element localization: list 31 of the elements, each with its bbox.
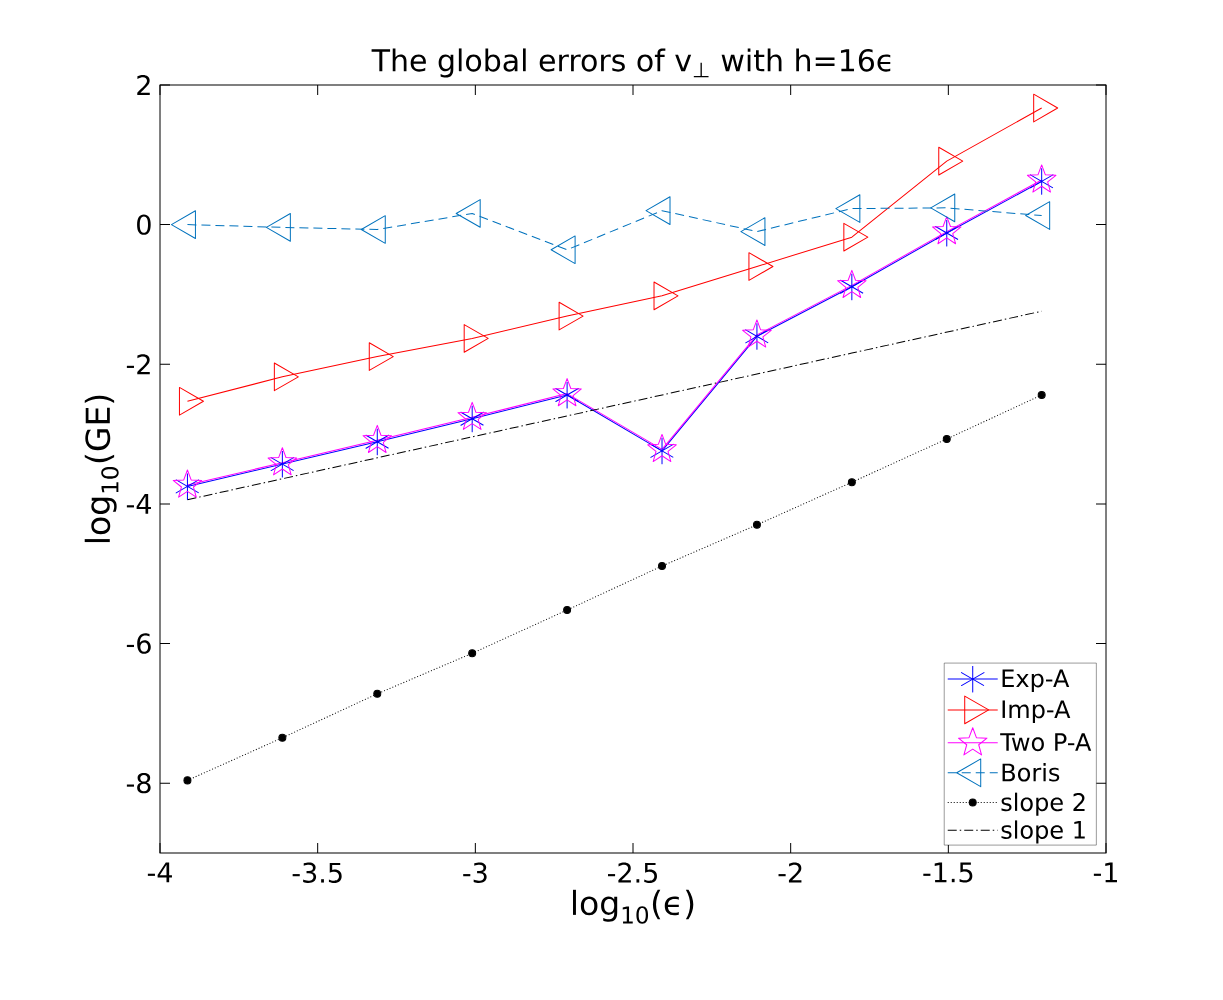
- chart-title: The global errors of v$_{⊥}$ with h=16ϵ: [371, 48, 891, 78]
- point: [847, 478, 856, 487]
- point: [563, 606, 572, 615]
- point: [658, 562, 667, 571]
- point: [1037, 390, 1046, 399]
- x-axis-title: log$_{10}$(ϵ): [572, 889, 694, 924]
- legend-label: Two P-A: [1000, 733, 1092, 752]
- point: [278, 733, 287, 742]
- point: [468, 649, 477, 658]
- y-tick-label: -4: [126, 494, 151, 514]
- x-tick-label: -2: [778, 862, 802, 883]
- point: [373, 689, 382, 698]
- x-tick-label: -3.5: [292, 862, 342, 883]
- legend-label: Boris: [1002, 762, 1060, 782]
- x-tick-label: -1.5: [923, 862, 973, 883]
- legend-label: slope 1: [1001, 820, 1085, 844]
- point: [942, 434, 951, 443]
- point: [752, 520, 761, 529]
- y-tick-label: -2: [126, 354, 150, 375]
- legend-label: slope 2: [1001, 792, 1085, 816]
- y-tick-label: -8: [126, 772, 151, 794]
- point: [183, 776, 192, 785]
- x-tick-label: -3: [463, 862, 487, 883]
- legend-label: Imp-A: [1002, 700, 1071, 723]
- x-tick-label: -1: [1093, 862, 1117, 883]
- y-tick-label: 0: [137, 214, 151, 235]
- y-tick-label: -6: [126, 633, 151, 654]
- y-tick-label: 2: [137, 74, 150, 95]
- legend-label: Exp-A: [1002, 669, 1070, 693]
- x-tick-label: -2.5: [607, 862, 657, 883]
- y-axis-title: log$_{10}$(GE): [84, 395, 119, 543]
